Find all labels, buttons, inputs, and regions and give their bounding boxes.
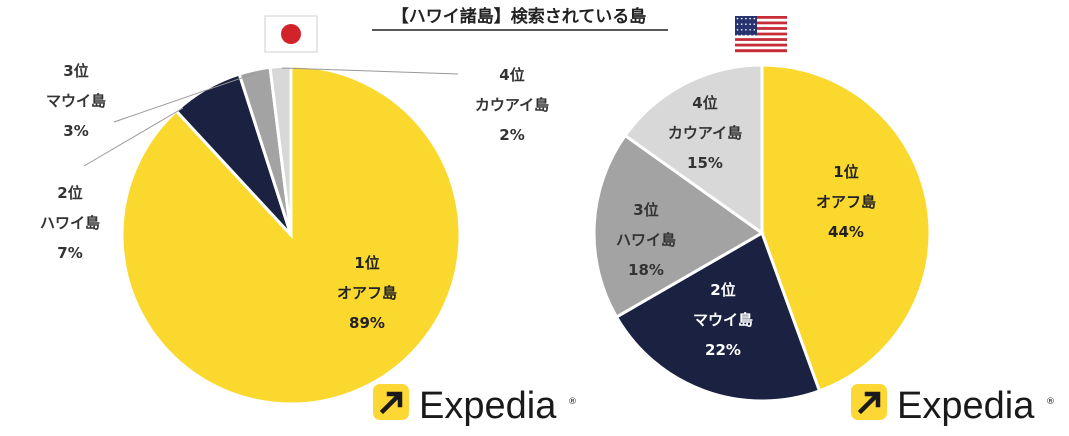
- pie-chart-usa: [592, 63, 932, 403]
- label-pct: 22%: [705, 341, 741, 359]
- label-pct: 7%: [57, 244, 82, 262]
- usa-slice-1: [760, 63, 932, 393]
- label-usa-1: 1位 オアフ島 44%: [816, 163, 876, 241]
- usa-slice-4: [623, 63, 764, 236]
- label-rank: 1位: [354, 254, 379, 272]
- chart-title: 【ハワイ諸島】検索されている島: [392, 6, 647, 27]
- label-usa-4: 4位 カウアイ島 15%: [668, 94, 742, 172]
- label-pct: 44%: [828, 223, 864, 241]
- label-rank: 4位: [499, 66, 524, 84]
- usa-slice-2: [614, 230, 822, 403]
- label-usa-2: 2位 マウイ島 22%: [693, 281, 753, 359]
- leader-line-kauai: [281, 67, 459, 75]
- label-name: ハワイ島: [40, 214, 100, 232]
- japan-flag-icon: [264, 15, 318, 53]
- registered-mark: ®: [1046, 397, 1055, 407]
- label-rank: 3位: [63, 62, 88, 80]
- registered-mark: ®: [568, 397, 577, 407]
- label-name: ハワイ島: [616, 231, 676, 249]
- label-rank: 1位: [833, 163, 858, 181]
- label-rank: 2位: [710, 281, 735, 299]
- label-rank: 4位: [692, 94, 717, 112]
- label-name: オアフ島: [816, 193, 876, 211]
- label-japan-2: 2位 ハワイ島 7%: [40, 184, 100, 262]
- leader-line-maui: [113, 72, 257, 123]
- label-name: マウイ島: [46, 92, 106, 110]
- label-name: オアフ島: [337, 284, 397, 302]
- brand-name: Expedia: [419, 385, 557, 427]
- label-name: マウイ島: [693, 311, 753, 329]
- label-usa-3: 3位 ハワイ島 18%: [616, 201, 676, 279]
- japan-slice-4: [268, 64, 293, 236]
- label-pct: 2%: [499, 126, 524, 144]
- usa-slice-3: [592, 133, 765, 320]
- pie-chart-japan: [120, 64, 462, 406]
- label-pct: 15%: [687, 154, 723, 172]
- label-pct: 89%: [349, 314, 385, 332]
- label-japan-1: 1位 オアフ島 89%: [337, 254, 397, 332]
- label-japan-3: 3位 マウイ島 3%: [46, 62, 106, 140]
- label-pct: 18%: [628, 261, 664, 279]
- label-rank: 3位: [633, 201, 658, 219]
- label-name: カウアイ島: [475, 96, 549, 114]
- leader-line-hawaii: [83, 107, 184, 167]
- expedia-logo: Expedia ®: [373, 384, 577, 427]
- label-name: カウアイ島: [668, 124, 742, 142]
- expedia-logo: Expedia ®: [851, 384, 1055, 427]
- label-japan-4: 4位 カウアイ島 2%: [475, 66, 549, 144]
- label-rank: 2位: [57, 184, 82, 202]
- label-pct: 3%: [63, 122, 88, 140]
- usa-flag-icon: [735, 16, 787, 53]
- brand-name: Expedia: [897, 385, 1035, 427]
